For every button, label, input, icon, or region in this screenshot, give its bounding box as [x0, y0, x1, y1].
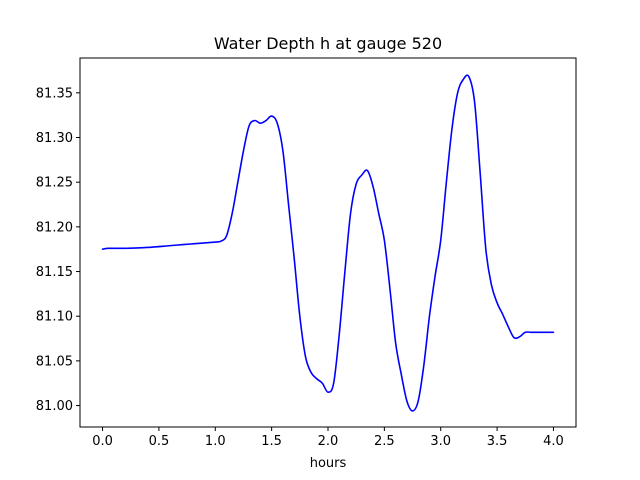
chart-title: Water Depth h at gauge 520: [214, 34, 442, 53]
x-tick-label: 3.0: [430, 434, 451, 449]
x-tick-label: 4.0: [543, 434, 564, 449]
plot-area-frame: [79, 57, 577, 428]
x-axis-label: hours: [310, 456, 347, 471]
x-tick-label: 2.0: [318, 434, 339, 449]
x-tick-label: 1.5: [261, 434, 282, 449]
x-tick-label: 0.5: [149, 434, 170, 449]
x-tick-label: 2.5: [374, 434, 395, 449]
y-tick-label: 81.20: [36, 220, 73, 235]
y-tick-label: 81.00: [36, 399, 73, 414]
x-tick-label: 1.0: [205, 434, 226, 449]
y-tick-label: 81.25: [36, 176, 73, 191]
y-axis-ticks: 81.00 81.05 81.10 81.15 81.20 81.25 81.30 81.35: [36, 86, 80, 414]
y-tick-label: 81.30: [36, 131, 73, 146]
water-depth-series-line: [101, 74, 555, 412]
y-tick-label: 81.35: [36, 86, 73, 101]
x-axis-ticks: 0.0 0.5 1.0 1.5 2.0 2.5 3.0 3.5 4.0: [92, 427, 564, 449]
y-tick-label: 81.15: [36, 265, 73, 280]
x-tick-label: 0.0: [92, 434, 113, 449]
x-tick-label: 3.5: [487, 434, 508, 449]
y-tick-label: 81.10: [36, 310, 73, 325]
y-tick-label: 81.05: [36, 354, 73, 369]
